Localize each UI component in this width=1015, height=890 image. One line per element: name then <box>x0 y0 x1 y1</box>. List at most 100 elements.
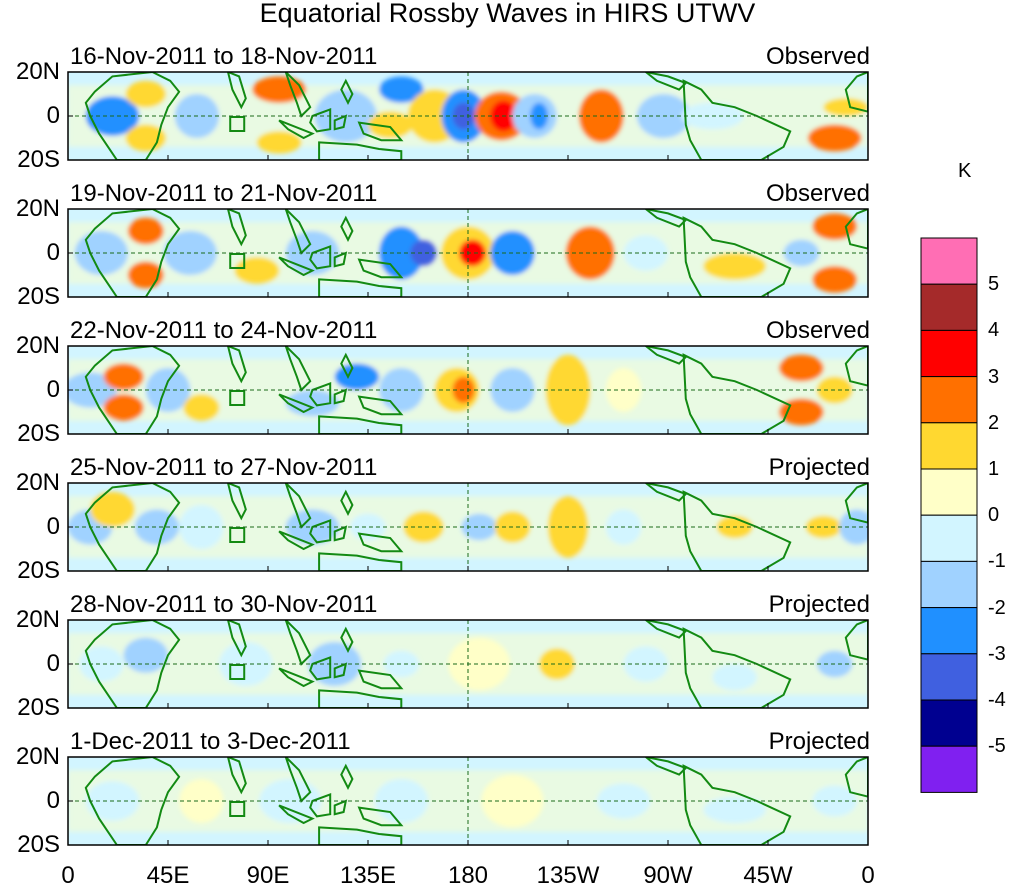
anomaly-contour <box>539 648 575 680</box>
coastline <box>682 490 792 571</box>
anomaly-contour <box>410 239 437 267</box>
coastline <box>309 381 332 407</box>
colorbar-label: 1 <box>988 458 1000 480</box>
colorbar-swatch <box>920 607 978 655</box>
coastline <box>278 256 315 277</box>
colorbar-swatch <box>920 468 978 516</box>
lon-label: 180 <box>447 862 489 889</box>
coastline <box>682 79 792 160</box>
coastline <box>682 627 792 708</box>
coastline <box>340 763 354 791</box>
colorbar-label: 5 <box>988 273 1000 296</box>
anomaly-contour <box>779 354 824 382</box>
coastline <box>645 346 688 365</box>
coastline <box>284 620 312 666</box>
region-box <box>229 801 246 817</box>
coastline <box>844 209 868 250</box>
coastline <box>682 216 792 297</box>
panel-status: Observed <box>765 317 870 344</box>
coastline <box>318 415 403 434</box>
colorbar <box>920 237 978 793</box>
lat-label: 0 <box>46 787 60 814</box>
anomaly-contour <box>565 226 615 280</box>
coastline <box>844 72 868 113</box>
lat-label: 20N <box>15 195 60 222</box>
anomaly-contour <box>459 239 486 267</box>
map-panel-6 <box>67 756 869 846</box>
colorbar-swatch <box>920 376 978 424</box>
region-box <box>229 527 246 543</box>
anomaly-contour <box>103 363 144 390</box>
coastline <box>645 483 688 502</box>
coastline <box>333 799 348 816</box>
anomaly-contour <box>123 637 168 673</box>
coastline <box>844 757 868 798</box>
map-panel-4 <box>67 482 869 572</box>
colorbar-label: 0 <box>988 504 1000 527</box>
anomaly-contour <box>448 637 511 691</box>
colorbar-swatch <box>920 699 978 747</box>
region-box <box>229 116 246 132</box>
map-panel-5 <box>67 619 869 709</box>
coastline <box>284 72 312 118</box>
anomaly-contour <box>823 98 868 116</box>
coastline <box>340 78 354 106</box>
anomaly-contour <box>252 76 306 103</box>
coastline <box>318 689 403 708</box>
lat-label: 20N <box>15 743 60 770</box>
colorbar-label: -3 <box>988 642 1006 665</box>
coastline <box>309 655 332 681</box>
coastline <box>844 483 868 524</box>
panel-date-range: 19-Nov-2011 to 21-Nov-2011 <box>70 180 378 207</box>
colorbar-label: -1 <box>988 550 1006 573</box>
colorbar-label: 2 <box>988 411 1000 434</box>
anomaly-contour <box>461 513 497 541</box>
coastline <box>318 141 403 160</box>
colorbar-swatch <box>920 653 978 701</box>
coastline <box>309 792 332 818</box>
anomaly-contour <box>383 650 420 678</box>
lat-label: 20S <box>17 831 60 858</box>
lat-label: 20N <box>15 606 60 633</box>
anomaly-contour <box>403 511 444 543</box>
lon-label: 90E <box>246 862 290 889</box>
colorbar-swatch <box>920 422 978 470</box>
anomaly-contour <box>812 213 857 240</box>
colorbar-swatch <box>920 560 978 609</box>
coastline <box>844 620 868 661</box>
coastline <box>84 483 181 571</box>
coastline <box>84 72 181 160</box>
coastline <box>226 620 247 658</box>
colorbar-label: 3 <box>988 365 1000 388</box>
coastline <box>357 806 404 827</box>
coastline <box>357 395 404 416</box>
map-panel-3 <box>67 345 869 435</box>
coastline <box>84 757 181 845</box>
colorbar-swatch <box>920 329 978 378</box>
panel-date-range: 22-Nov-2011 to 24-Nov-2011 <box>70 317 378 344</box>
anomaly-contour <box>783 239 820 267</box>
coastline <box>284 346 312 392</box>
region-box <box>229 390 246 406</box>
panel-status: Projected <box>768 454 870 481</box>
lat-label: 20S <box>17 146 60 173</box>
coastline <box>333 662 348 679</box>
coastline <box>645 209 688 228</box>
colorbar-label: -5 <box>988 735 1006 758</box>
panel-status: Observed <box>765 43 870 70</box>
lon-label: 135W <box>536 862 600 889</box>
coastline <box>357 532 404 553</box>
coastline <box>309 518 332 544</box>
anomaly-contour <box>808 124 862 152</box>
anomaly-contour <box>379 226 424 280</box>
lon-label: 135E <box>339 862 397 889</box>
lon-label: 45W <box>743 862 793 889</box>
coastline <box>333 114 348 131</box>
anomaly-contour <box>125 80 166 108</box>
coastline <box>844 346 868 387</box>
colorbar-swatch <box>920 514 978 562</box>
panel-date-range: 1-Dec-2011 to 3-Dec-2011 <box>70 728 351 755</box>
anomaly-contour <box>183 394 220 421</box>
coastline <box>309 107 332 133</box>
coastline <box>340 626 354 654</box>
